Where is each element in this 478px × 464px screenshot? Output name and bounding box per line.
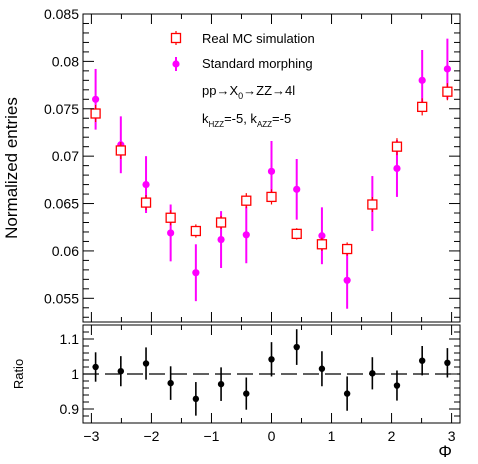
mc-point (341, 243, 353, 255)
mc-point (190, 225, 202, 237)
legend-real-mc-label: Real MC simulation (202, 31, 315, 46)
x-tick-label: 0 (268, 428, 276, 444)
mc-point (291, 228, 302, 240)
morphing-point (418, 76, 426, 84)
morphing-point (293, 185, 301, 193)
ratio-point (343, 390, 351, 397)
morphing-point (267, 167, 276, 175)
ratio-point (444, 359, 451, 366)
legend-standard-morphing-marker (172, 60, 180, 68)
ratio-point (268, 356, 275, 363)
ratio-y-axis-label: Ratio (11, 359, 26, 389)
morphing-point (142, 180, 150, 189)
ratio-point (192, 395, 200, 403)
mc-point (115, 145, 126, 156)
main-y-axis-label: Normalized entries (2, 97, 21, 239)
mc-point (215, 217, 227, 228)
ratio-point (142, 360, 150, 367)
morphing-point (217, 235, 225, 244)
legend: Real MC simulation Standard morphing (170, 31, 315, 71)
morphing-point (167, 229, 175, 237)
main-plot-axes: 0.055 0.06 0.065 0.07 0.075 0.08 0.085 (44, 6, 460, 322)
ratio-point (369, 370, 376, 377)
ratio-point (293, 343, 300, 351)
ratio-point (393, 382, 401, 389)
ratio-point (167, 379, 174, 387)
main-y-tick-label: 0.055 (44, 290, 79, 306)
x-tick-label: −1 (203, 428, 219, 444)
coupling-annotation: kHZZ=-5, kAZZ=-5 (202, 111, 291, 129)
ratio-point (117, 368, 125, 375)
ratio-y-tick-label: 1.1 (60, 331, 80, 347)
legend-entry-real-mc: Real MC simulation (170, 31, 315, 46)
main-y-tick-label: 0.07 (52, 148, 79, 164)
legend-entry-standard-morphing: Standard morphing (172, 56, 313, 71)
x-axis-label: Φ (438, 442, 452, 461)
mc-point (90, 108, 101, 119)
x-tick-label: −3 (83, 428, 99, 444)
main-y-tick-label: 0.06 (52, 243, 79, 259)
main-y-tick-label: 0.065 (44, 196, 79, 212)
main-plot-panel: 0.055 0.06 0.065 0.07 0.075 0.08 0.085 Normali… (2, 6, 461, 323)
mc-point (417, 101, 428, 113)
morphing-point (242, 231, 250, 239)
ratio-plot-axes: 0.9 1 1.1 −3 −2 −1 0 1 2 3 (60, 325, 460, 444)
main-y-tick-label: 0.085 (44, 6, 79, 22)
legend-standard-morphing-label: Standard morphing (202, 56, 313, 71)
mc-point (442, 86, 453, 97)
morphing-point (318, 232, 326, 240)
mc-point (316, 239, 328, 250)
legend-real-mc-marker (170, 32, 182, 44)
mc-point (266, 191, 277, 203)
ratio-y-tick-label: 1 (71, 366, 79, 382)
mc-point (367, 199, 378, 210)
x-tick-label: −2 (143, 428, 159, 444)
x-tick-label: 1 (328, 428, 336, 444)
ratio-plot-panel: 0.9 1 1.1 −3 −2 −1 0 1 2 3 Ratio Φ (11, 324, 461, 461)
morphing-point (192, 269, 200, 277)
ratio-y-tick-label: 0.9 (60, 401, 80, 417)
main-plot-marks (90, 38, 453, 309)
ratio-point (318, 365, 326, 372)
morphing-point (443, 65, 451, 73)
ratio-point (418, 357, 426, 364)
morphing-point (393, 164, 401, 173)
mc-point (241, 195, 252, 206)
ratio-point (243, 390, 250, 397)
x-tick-label: 3 (448, 428, 456, 444)
main-y-tick-label: 0.08 (52, 53, 79, 69)
process-annotation: pp→X0→ZZ→4l (202, 83, 295, 101)
morphing-point (92, 95, 100, 103)
ratio-point (217, 380, 225, 388)
morphing-point (343, 276, 351, 284)
main-y-tick-label: 0.075 (44, 101, 79, 117)
mc-point (391, 141, 403, 152)
mc-point (140, 197, 152, 208)
mc-point (165, 212, 176, 223)
ratio-point (92, 363, 99, 371)
x-tick-label: 2 (388, 428, 396, 444)
ratio-plot-marks (92, 329, 451, 416)
